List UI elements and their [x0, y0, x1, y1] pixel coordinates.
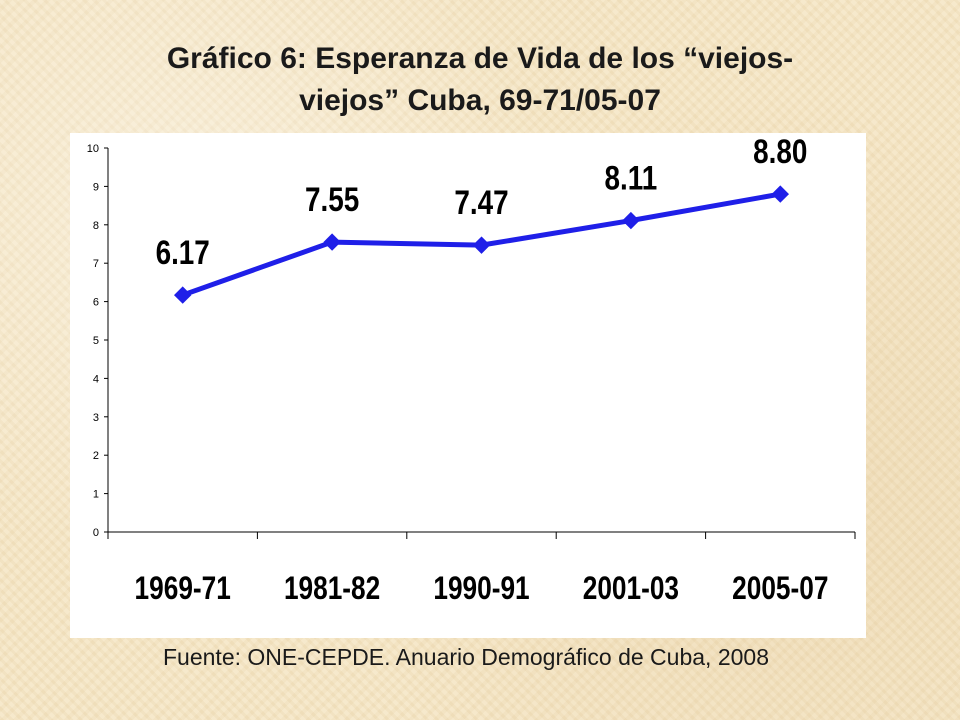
- y-ticks: 0 1 2 3 4 5 6 7 8 9 10: [87, 143, 108, 539]
- y-tick-label: 4: [93, 373, 99, 385]
- data-label: 8.11: [605, 159, 658, 197]
- y-tick-label: 0: [93, 527, 99, 539]
- chart-title: Gráfico 6: Esperanza de Vida de los “vie…: [40, 38, 920, 122]
- data-point-marker: [173, 286, 192, 304]
- x-tick-label: 2001-03: [583, 572, 679, 607]
- y-tick-label: 3: [93, 412, 99, 424]
- y-tick-label: 7: [93, 258, 99, 270]
- y-tick-label: 8: [93, 220, 99, 232]
- y-tick-label: 10: [87, 143, 99, 155]
- x-tick-label: 1969-71: [135, 572, 231, 607]
- x-tick-label: 1981-82: [284, 572, 380, 607]
- data-label: 7.47: [454, 184, 508, 222]
- line-chart: 0 1 2 3 4 5 6 7 8 9 10 1969-71 1981-82 1990-91 2001-0…: [87, 133, 856, 607]
- data-label: 8.80: [753, 133, 807, 171]
- y-tick-label: 5: [93, 335, 99, 347]
- data-point-marker: [622, 211, 640, 230]
- x-tick-label: 1990-91: [433, 572, 529, 607]
- data-point-marker: [472, 236, 491, 254]
- plot-panel: 0 1 2 3 4 5 6 7 8 9 10 1969-71 1981-82 1990-91 2001-0…: [70, 133, 866, 638]
- y-tick-label: 9: [93, 181, 99, 193]
- data-labels: 6.17 7.55 7.47 8.11 8.80: [156, 133, 808, 272]
- data-label: 6.17: [156, 233, 210, 271]
- x-tick-label: 2005-07: [732, 572, 828, 607]
- y-tick-label: 1: [93, 489, 99, 501]
- x-tick-labels: 1969-71 1981-82 1990-91 2001-03 2005-07: [135, 572, 829, 607]
- chart-title-line-1: Gráfico 6: Esperanza de Vida de los “vie…: [166, 42, 794, 75]
- data-label: 7.55: [305, 180, 359, 218]
- data-point-marker: [771, 185, 790, 203]
- y-tick-label: 6: [93, 297, 99, 309]
- series-group: [173, 185, 790, 304]
- chart-title-line-2: viejos” Cuba, 69-71/05-07: [299, 84, 661, 117]
- data-point-marker: [323, 233, 341, 251]
- source-note: Fuente: ONE-CEPDE. Anuario Demográfico d…: [163, 644, 769, 670]
- y-tick-label: 2: [93, 450, 99, 462]
